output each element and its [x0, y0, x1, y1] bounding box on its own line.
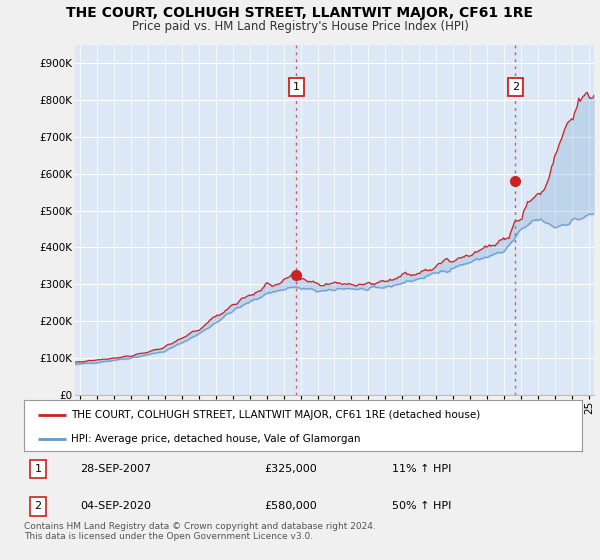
Text: THE COURT, COLHUGH STREET, LLANTWIT MAJOR, CF61 1RE: THE COURT, COLHUGH STREET, LLANTWIT MAJO…	[67, 6, 533, 20]
Text: THE COURT, COLHUGH STREET, LLANTWIT MAJOR, CF61 1RE (detached house): THE COURT, COLHUGH STREET, LLANTWIT MAJO…	[71, 409, 481, 419]
Text: HPI: Average price, detached house, Vale of Glamorgan: HPI: Average price, detached house, Vale…	[71, 433, 361, 444]
Text: 2: 2	[34, 501, 41, 511]
Text: 28-SEP-2007: 28-SEP-2007	[80, 464, 151, 474]
Text: 11% ↑ HPI: 11% ↑ HPI	[392, 464, 452, 474]
Text: Price paid vs. HM Land Registry's House Price Index (HPI): Price paid vs. HM Land Registry's House …	[131, 20, 469, 32]
Text: Contains HM Land Registry data © Crown copyright and database right 2024.
This d: Contains HM Land Registry data © Crown c…	[24, 522, 376, 542]
Text: 1: 1	[293, 82, 300, 92]
Text: £580,000: £580,000	[264, 501, 317, 511]
Text: £325,000: £325,000	[264, 464, 317, 474]
Text: 2: 2	[512, 82, 519, 92]
Text: 50% ↑ HPI: 50% ↑ HPI	[392, 501, 452, 511]
Text: 04-SEP-2020: 04-SEP-2020	[80, 501, 151, 511]
Text: 1: 1	[34, 464, 41, 474]
